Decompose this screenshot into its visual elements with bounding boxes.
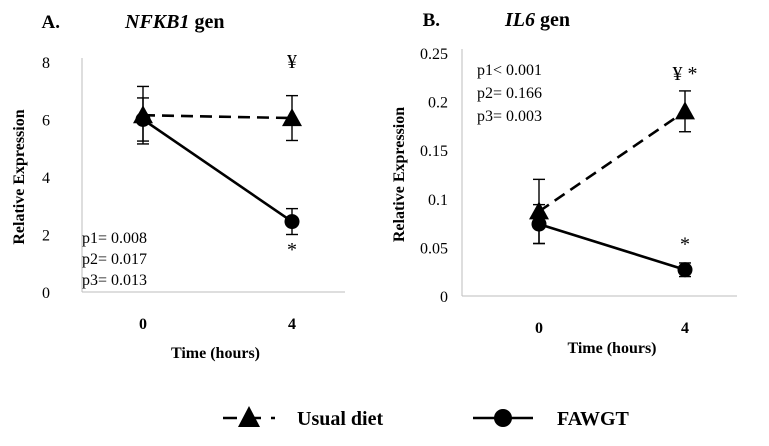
y-tick-label: 0.05 bbox=[420, 240, 448, 257]
series-line-fawgt bbox=[142, 118, 293, 223]
x-axis-title: Time (hours) bbox=[567, 340, 656, 357]
title-gene: IL6 bbox=[504, 9, 535, 31]
panel-label: A. bbox=[42, 12, 60, 33]
significance-mark: ¥ bbox=[287, 51, 297, 73]
legend: Usual diet FAWGT bbox=[223, 406, 630, 430]
p-value-text: p1= 0.008 bbox=[82, 230, 147, 247]
x-tick-label: 0 bbox=[139, 316, 147, 333]
title-suffix: gen bbox=[535, 9, 570, 31]
y-tick-label: 0 bbox=[440, 289, 448, 306]
data-point-circle bbox=[677, 262, 693, 278]
y-axis-title: Relative Expression bbox=[391, 107, 408, 242]
data-point-circle bbox=[135, 112, 151, 127]
x-tick-label: 0 bbox=[535, 320, 543, 337]
data-point-circle bbox=[531, 216, 547, 232]
y-tick-label: 0 bbox=[42, 285, 50, 302]
series-line-fawgt bbox=[538, 222, 686, 271]
x-axis-title: Time (hours) bbox=[171, 345, 260, 362]
data-point-triangle bbox=[675, 101, 695, 120]
legend-marker-triangle bbox=[238, 406, 260, 427]
series-line-usual-diet bbox=[538, 110, 686, 213]
significance-mark: * bbox=[680, 233, 690, 255]
y-tick-label: 0.15 bbox=[420, 143, 448, 160]
chart-title: NFKB1 gen bbox=[124, 11, 224, 33]
p-value-text: p3= 0.013 bbox=[82, 272, 147, 289]
legend-marker-circle bbox=[494, 409, 512, 427]
chart-panel-a: A. NFKB1 gen 0 2 4 6 8 0 4 Relative Expression Tim… bbox=[11, 11, 345, 362]
y-tick-label: 6 bbox=[42, 113, 50, 130]
y-axis-title: Relative Expression bbox=[11, 109, 28, 244]
chart-title: IL6 gen bbox=[504, 9, 570, 31]
y-tick-label: 8 bbox=[42, 55, 50, 72]
title-gene: NFKB1 bbox=[124, 11, 189, 33]
p-value-text: p1< 0.001 bbox=[477, 62, 542, 79]
title-suffix: gen bbox=[189, 11, 224, 33]
y-tick-label: 4 bbox=[42, 170, 50, 187]
p-value-text: p3= 0.003 bbox=[477, 108, 542, 125]
data-point-circle bbox=[284, 214, 300, 230]
data-point-triangle bbox=[282, 108, 302, 127]
y-tick-label: 0.1 bbox=[428, 192, 448, 209]
significance-mark: * bbox=[287, 239, 297, 261]
series-line-usual-diet bbox=[142, 113, 293, 120]
panel-label: B. bbox=[423, 10, 440, 31]
significance-mark: ¥ * bbox=[673, 63, 698, 85]
legend-label-fawgt: FAWGT bbox=[557, 408, 630, 430]
y-tick-label: 2 bbox=[42, 228, 50, 245]
chart-panel-b: B. IL6 gen 0 0.05 0.1 0.15 0.2 0.25 0 4 Relative E… bbox=[391, 9, 737, 357]
x-tick-label: 4 bbox=[288, 316, 296, 333]
legend-label-usual-diet: Usual diet bbox=[297, 408, 383, 430]
y-tick-label: 0.25 bbox=[420, 46, 448, 63]
p-value-text: p2= 0.017 bbox=[82, 251, 147, 268]
x-tick-label: 4 bbox=[681, 320, 689, 337]
y-tick-label: 0.2 bbox=[428, 95, 448, 112]
p-value-text: p2= 0.166 bbox=[477, 85, 542, 102]
